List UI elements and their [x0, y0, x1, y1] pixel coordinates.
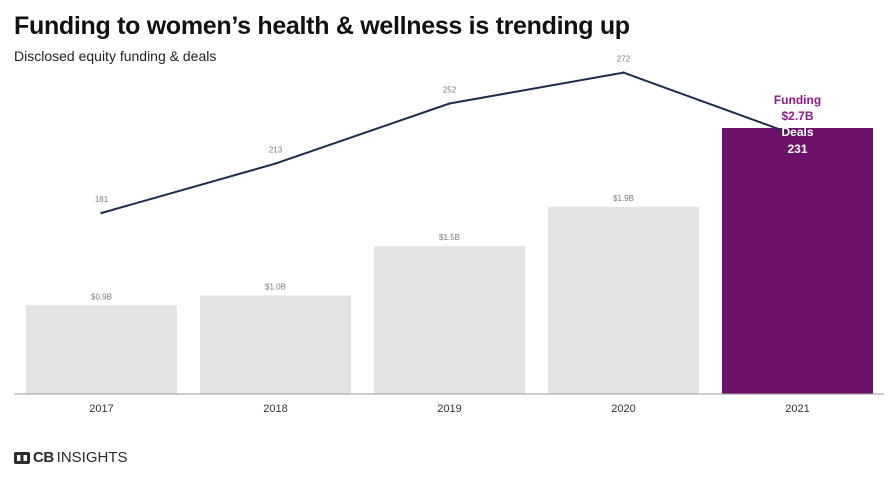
- logo-text-regular: INSIGHTS: [56, 449, 128, 466]
- annotation-funding-value: $2.7B: [781, 109, 813, 123]
- bar-2021: [722, 128, 873, 394]
- x-tick-label-2021: 2021: [785, 403, 809, 415]
- annotation-deals-label: Deals: [781, 125, 813, 139]
- bar-2020: [548, 206, 699, 394]
- bar-labels-group: $0.9B $1.0B $1.5B $1.9B: [91, 194, 634, 302]
- annotation-deals-value: 231: [787, 142, 807, 156]
- deals-point-2020: [622, 71, 625, 74]
- x-tick-label-2017: 2017: [89, 403, 113, 415]
- highlight-annotation: Funding $2.7B Deals 231: [774, 93, 821, 156]
- bar-2019: [374, 246, 525, 394]
- bar-2018: [200, 295, 351, 394]
- x-tick-labels-group: 2017 2018 2019 2020 2021: [89, 403, 809, 415]
- deals-value-label-2019: 252: [443, 85, 457, 94]
- deals-point-2017: [100, 211, 103, 215]
- bar-2017: [26, 305, 177, 394]
- bars-group: [26, 128, 873, 394]
- cbinsights-logo: CB INSIGHTS: [14, 449, 128, 466]
- cbinsights-logo-icon: [14, 451, 30, 464]
- bar-value-label-2020: $1.9B: [613, 194, 634, 203]
- logo-text-bold: CB: [33, 449, 54, 466]
- x-tick-label-2019: 2019: [437, 403, 461, 415]
- x-tick-label-2018: 2018: [263, 403, 287, 415]
- deals-point-2021: [796, 134, 799, 138]
- deals-point-2019: [448, 102, 451, 105]
- annotation-funding-label: Funding: [774, 93, 821, 107]
- chart-title: Funding to women’s health & wellness is …: [14, 12, 630, 40]
- bar-value-label-2017: $0.9B: [91, 292, 112, 301]
- deals-value-label-2020: 272: [617, 55, 631, 64]
- chart-subtitle: Disclosed equity funding & deals: [14, 48, 217, 64]
- deals-point-2018: [274, 162, 277, 165]
- deals-value-label-2018: 213: [269, 146, 283, 155]
- bar-value-label-2019: $1.5B: [439, 233, 460, 242]
- deals-line-group: 181 213 252 272: [95, 55, 799, 215]
- bar-value-label-2018: $1.0B: [265, 282, 286, 291]
- x-tick-label-2020: 2020: [611, 403, 635, 415]
- deals-value-label-2017: 181: [95, 195, 109, 204]
